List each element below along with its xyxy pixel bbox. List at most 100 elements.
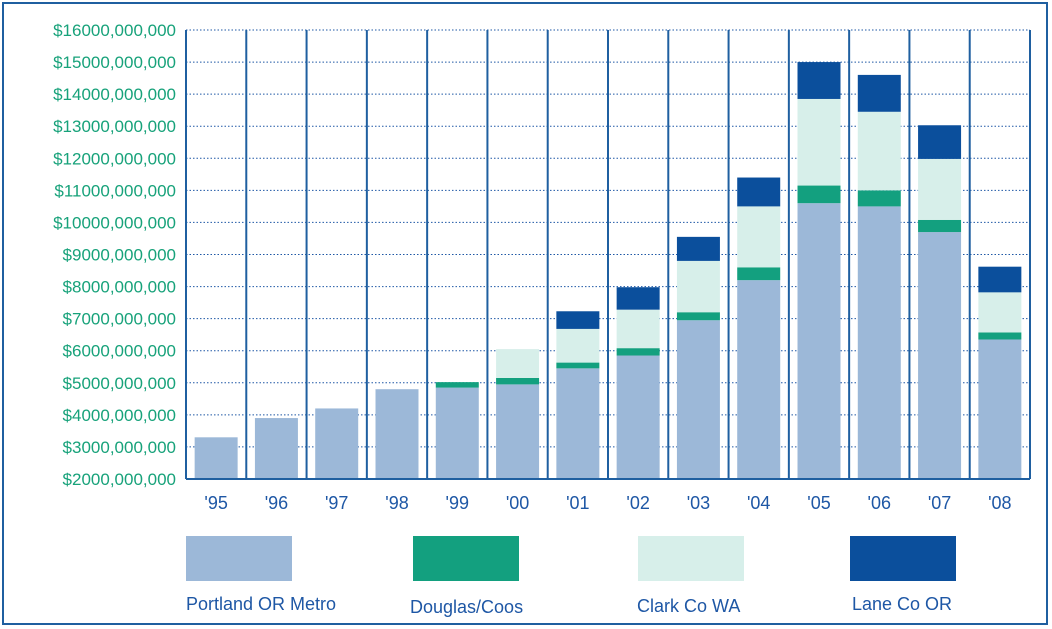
- bar-stack: [676, 236, 720, 479]
- bar-stack: [194, 437, 238, 479]
- x-tick-label: '99: [446, 493, 469, 513]
- bar-segment: [857, 111, 901, 191]
- bar-segment: [435, 382, 479, 388]
- legend-swatch: [850, 536, 956, 581]
- bar-segment: [918, 158, 962, 220]
- x-tick-label: '00: [506, 493, 529, 513]
- legend-label: Clark Co WA: [637, 596, 740, 616]
- bar-segment: [194, 437, 238, 479]
- y-tick-label: $11000,000,000: [54, 181, 176, 200]
- y-tick-label: $6000,000,000: [63, 342, 176, 361]
- bar-segment: [616, 348, 660, 356]
- bar-segment: [797, 62, 841, 99]
- y-tick-label: $8000,000,000: [63, 278, 176, 297]
- bar-segment: [737, 280, 781, 479]
- y-tick-label: $5000,000,000: [63, 374, 176, 393]
- x-tick-label: '01: [566, 493, 589, 513]
- bar-segment: [918, 125, 962, 159]
- bar-stack: [435, 382, 479, 479]
- bars: [194, 62, 1022, 479]
- y-tick-label: $15000,000,000: [53, 53, 176, 72]
- bar-stack: [496, 349, 540, 479]
- bar-segment: [616, 309, 660, 349]
- bar-segment: [797, 98, 841, 186]
- bar-segment: [797, 203, 841, 479]
- bar-segment: [918, 219, 962, 233]
- x-tick-label: '02: [626, 493, 649, 513]
- bar-segment: [496, 377, 540, 385]
- bar-segment: [857, 74, 901, 112]
- y-tick-label: $12000,000,000: [53, 149, 176, 168]
- y-tick-label: $2000,000,000: [63, 470, 176, 489]
- x-tick-label: '04: [747, 493, 770, 513]
- bar-segment: [616, 287, 660, 310]
- legend-label: Douglas/Coos: [410, 597, 523, 617]
- bar-segment: [556, 311, 600, 329]
- x-tick-label: '96: [265, 493, 288, 513]
- bar-segment: [918, 232, 962, 479]
- x-tick-label: '05: [807, 493, 830, 513]
- bar-segment: [857, 190, 901, 207]
- bar-segment: [556, 362, 600, 369]
- bar-segment: [496, 384, 540, 479]
- y-tick-label: $13000,000,000: [53, 117, 176, 136]
- bar-stack: [857, 74, 901, 479]
- y-tick-label: $7000,000,000: [63, 310, 176, 329]
- x-tick-label: '06: [868, 493, 891, 513]
- bar-segment: [676, 260, 720, 313]
- legend-swatch: [413, 536, 519, 581]
- legend-swatch: [638, 536, 744, 581]
- bar-segment: [676, 312, 720, 321]
- bar-segment: [616, 355, 660, 479]
- legend: Portland OR Metro Douglas/Coos Clark Co WA…: [186, 536, 956, 617]
- gridlines: [185, 29, 1031, 479]
- bar-stack: [375, 389, 419, 479]
- bar-stack: [254, 418, 298, 479]
- bar-segment: [978, 266, 1022, 293]
- bar-segment: [737, 206, 781, 268]
- bar-stack: [315, 408, 359, 479]
- x-tick-label: '97: [325, 493, 348, 513]
- bar-segment: [254, 418, 298, 479]
- y-tick-label: $10000,000,000: [53, 213, 176, 232]
- x-tick-label: '95: [204, 493, 227, 513]
- y-tick-label: $3000,000,000: [63, 438, 176, 457]
- bar-stack: [556, 311, 600, 479]
- bar-segment: [556, 368, 600, 479]
- y-axis-labels: $2000,000,000 $3000,000,000 $4000,000,000 $…: [53, 21, 176, 489]
- y-tick-label: $14000,000,000: [53, 85, 176, 104]
- bar-segment: [978, 332, 1022, 340]
- bar-segment: [315, 408, 359, 479]
- x-axis-labels: '95 '96 '97 '98 '99 '00 '01 '02 '03 '04 '05 '06 '07 '…: [204, 493, 1011, 513]
- legend-item: Douglas/Coos: [410, 536, 523, 617]
- bar-segment: [435, 387, 479, 479]
- legend-item: Clark Co WA: [637, 536, 744, 616]
- bar-segment: [797, 185, 841, 204]
- legend-label: Portland OR Metro: [186, 594, 336, 614]
- x-tick-label: '08: [988, 493, 1011, 513]
- bar-stack: [797, 62, 841, 479]
- bar-segment: [375, 389, 419, 479]
- x-tick-label: '07: [928, 493, 951, 513]
- bar-segment: [737, 267, 781, 281]
- x-tick-label: '03: [687, 493, 710, 513]
- legend-label: Lane Co OR: [852, 594, 952, 614]
- bar-segment: [737, 177, 781, 207]
- bar-segment: [857, 206, 901, 479]
- legend-swatch: [186, 536, 292, 581]
- bar-segment: [978, 292, 1022, 333]
- x-tick-label: '98: [385, 493, 408, 513]
- y-tick-label: $4000,000,000: [63, 406, 176, 425]
- bar-stack: [737, 177, 781, 479]
- y-tick-label: $16000,000,000: [53, 21, 176, 40]
- bar-stack: [616, 287, 660, 479]
- legend-item: Portland OR Metro: [186, 536, 336, 614]
- bar-segment: [556, 328, 600, 363]
- bar-stack: [918, 125, 962, 479]
- y-tick-label: $9000,000,000: [63, 246, 176, 265]
- bar-segment: [676, 320, 720, 479]
- bar-stack: [978, 266, 1022, 479]
- bar-segment: [676, 236, 720, 261]
- bar-segment: [978, 339, 1022, 479]
